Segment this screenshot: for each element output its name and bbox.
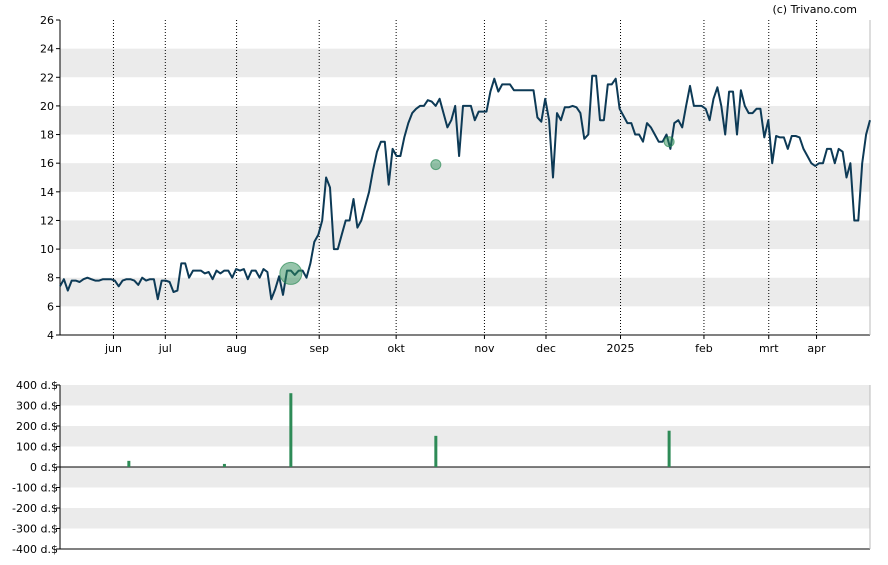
volume-band	[60, 426, 870, 447]
volume-panel: 400 d.$ 300 d.$ 200 d.$ 100 d.$ 0 d.$ -100 d.…	[12, 379, 871, 556]
y-tick-label: 10	[40, 243, 54, 256]
x-tick-label: dec	[536, 342, 556, 355]
volume-band	[60, 467, 870, 488]
volume-bar	[667, 430, 671, 467]
price-panel: 4 6 8 10 12 14 16 18 20 22 24 26 jun jul aug sep okt nov d…	[40, 14, 871, 355]
volume-y-tick-label: 300 d.$	[16, 400, 58, 413]
credit-label: (c) Trivano.com	[772, 3, 857, 16]
x-tick-label: 2025	[607, 342, 635, 355]
y-tick-label: 14	[40, 186, 54, 199]
x-tick-label: aug	[226, 342, 247, 355]
y-tick-label: 12	[40, 214, 54, 227]
volume-band	[60, 385, 870, 406]
trade-marker	[663, 136, 675, 148]
x-tick-label: sep	[309, 342, 328, 355]
grid-band	[60, 105, 870, 135]
volume-y-tick-label: 200 d.$	[16, 420, 58, 433]
grid-band	[60, 220, 870, 250]
x-tick-label: mrt	[759, 342, 779, 355]
volume-y-tick-label: 0 d.$	[30, 461, 58, 474]
y-tick-label: 16	[40, 157, 54, 170]
x-tick-label: jun	[104, 342, 122, 355]
volume-y-tick-label: -100 d.$	[12, 482, 58, 495]
y-tick-label: 26	[40, 14, 54, 27]
y-tick-label: 20	[40, 100, 54, 113]
x-tick-label: feb	[695, 342, 713, 355]
y-tick-label: 8	[47, 272, 54, 285]
volume-bar	[434, 435, 438, 467]
y-tick-label: 4	[47, 329, 54, 342]
y-tick-label: 24	[40, 43, 54, 56]
x-tick-label: apr	[807, 342, 826, 355]
grid-band	[60, 277, 870, 307]
x-tick-label: nov	[474, 342, 495, 355]
y-tick-label: 22	[40, 71, 54, 84]
volume-bar	[289, 393, 293, 467]
y-tick-label: 6	[47, 300, 54, 313]
price-line	[59, 74, 871, 301]
volume-bar	[222, 463, 226, 467]
x-tick-label: jul	[158, 342, 172, 355]
trade-marker	[279, 261, 303, 285]
volume-y-tick-label: -200 d.$	[12, 502, 58, 515]
trade-marker	[430, 159, 442, 171]
volume-bar	[127, 460, 131, 467]
grid-band	[60, 163, 870, 192]
volume-band	[60, 508, 870, 529]
volume-y-tick-label: 100 d.$	[16, 441, 58, 454]
y-tick-label: 18	[40, 129, 54, 142]
grid-band	[60, 48, 870, 78]
volume-y-tick-label: -400 d.$	[12, 543, 58, 556]
x-tick-label: okt	[387, 342, 405, 355]
volume-y-tick-label: 400 d.$	[16, 379, 58, 392]
volume-y-tick-label: -300 d.$	[12, 523, 58, 536]
